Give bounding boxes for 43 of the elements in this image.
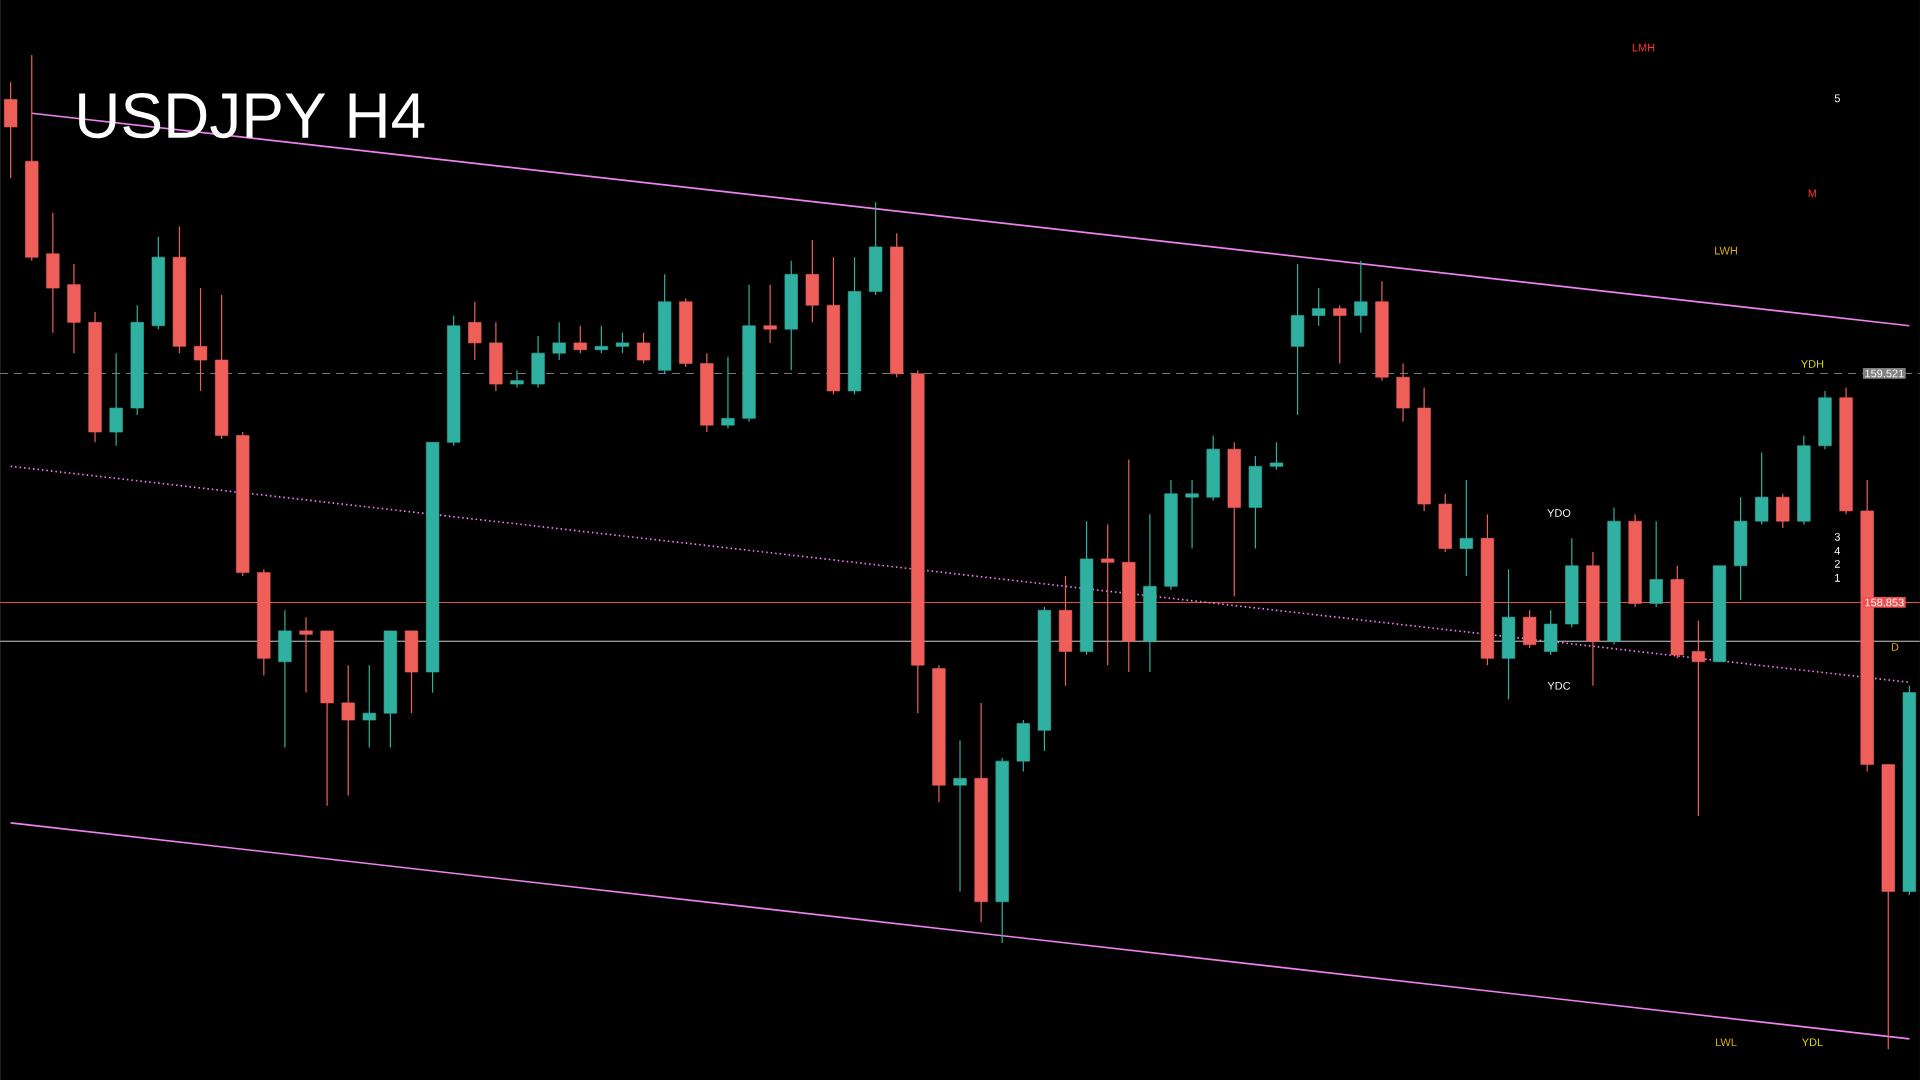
candlestick <box>1354 260 1368 334</box>
annotation: LWH <box>1715 246 1737 255</box>
candlestick <box>193 287 208 392</box>
annotation: 1 <box>1835 574 1840 582</box>
candlestick <box>1333 304 1347 365</box>
candlestick <box>1185 479 1199 550</box>
candlestick <box>636 332 651 365</box>
candlestick <box>721 356 735 430</box>
annotation: LMH <box>1632 43 1655 52</box>
candlestick <box>1755 452 1769 526</box>
candlestick <box>763 284 777 344</box>
annotation: YDH <box>1801 360 1824 368</box>
annotation: YDO <box>1547 509 1571 518</box>
candlestick <box>362 664 376 749</box>
y-tick-label: 158.853 <box>1865 598 1904 607</box>
candlestick <box>1101 524 1115 666</box>
candlestick <box>1459 479 1473 577</box>
candlestick <box>573 325 587 354</box>
candlestick <box>1649 520 1663 608</box>
candlestick <box>552 321 566 361</box>
candlestick <box>594 325 608 354</box>
annotation: 4 <box>1834 547 1841 555</box>
text: USDJPY H4 <box>79 93 425 139</box>
candlestick <box>468 301 482 361</box>
annotation: 2 <box>1834 560 1840 568</box>
annotation: YDL <box>1801 1038 1823 1047</box>
annotation: 3 <box>1834 532 1840 541</box>
candlestick <box>1312 287 1326 327</box>
candlestick <box>109 352 123 447</box>
candlestick <box>341 664 355 797</box>
annotation: M <box>1808 189 1817 198</box>
candlestick <box>953 740 967 893</box>
candlestick <box>1269 441 1284 471</box>
annotation: D <box>1891 643 1899 651</box>
annotation: LWL <box>1716 1038 1737 1047</box>
candlestick <box>1691 620 1706 817</box>
annotation: 5 <box>1834 94 1840 103</box>
candlestick <box>615 332 630 354</box>
candlestick <box>510 369 524 389</box>
y-tick-label: 159.521 <box>1865 369 1904 378</box>
candlestick <box>299 616 313 694</box>
annotation: YDC <box>1547 682 1571 690</box>
candlestick <box>1776 493 1790 529</box>
